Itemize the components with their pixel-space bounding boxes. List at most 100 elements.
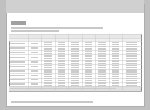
Bar xyxy=(6,0,144,13)
Bar xyxy=(85,78,92,79)
Bar xyxy=(98,44,106,45)
Bar xyxy=(98,42,106,43)
Bar xyxy=(44,74,52,75)
Bar xyxy=(98,76,106,77)
Bar xyxy=(112,85,119,86)
Bar xyxy=(126,82,137,84)
Bar xyxy=(31,66,38,67)
Bar xyxy=(44,55,52,57)
Bar xyxy=(44,78,52,79)
Bar xyxy=(98,53,106,54)
Bar xyxy=(10,52,25,53)
Bar xyxy=(44,71,52,73)
Bar xyxy=(85,63,92,64)
Bar xyxy=(126,69,137,71)
Bar xyxy=(44,44,52,45)
Bar xyxy=(126,76,137,77)
Bar xyxy=(85,82,92,84)
Bar xyxy=(112,60,119,62)
Bar xyxy=(44,85,52,86)
Bar xyxy=(58,53,65,54)
Bar xyxy=(58,78,65,79)
Bar xyxy=(85,55,92,57)
Bar xyxy=(71,50,79,52)
Bar xyxy=(126,65,137,66)
Bar xyxy=(98,80,106,82)
Bar xyxy=(126,60,137,62)
Bar xyxy=(85,71,92,73)
Bar xyxy=(10,79,25,80)
Bar xyxy=(126,48,137,50)
Bar xyxy=(98,48,106,50)
Bar xyxy=(71,85,79,86)
Bar xyxy=(31,47,38,49)
Bar xyxy=(126,55,137,57)
Bar xyxy=(85,60,92,62)
Bar xyxy=(112,76,119,77)
Bar xyxy=(126,85,137,86)
Bar xyxy=(112,53,119,54)
Bar xyxy=(31,61,38,63)
Bar xyxy=(44,63,52,64)
Bar xyxy=(98,58,106,59)
Bar xyxy=(112,44,119,45)
Bar xyxy=(9,34,141,38)
Bar xyxy=(10,43,25,44)
Bar xyxy=(58,80,65,82)
Bar xyxy=(58,74,65,75)
Bar xyxy=(11,30,58,32)
Bar xyxy=(71,76,79,77)
Bar xyxy=(126,44,137,45)
Bar xyxy=(98,85,106,86)
Bar xyxy=(85,76,92,77)
Bar xyxy=(126,74,137,75)
Bar xyxy=(58,67,65,68)
Bar xyxy=(98,74,106,75)
Bar xyxy=(71,48,79,50)
Bar xyxy=(71,55,79,57)
Bar xyxy=(71,69,79,71)
Bar xyxy=(85,53,92,54)
Bar xyxy=(10,57,25,58)
Bar xyxy=(98,65,106,66)
Bar xyxy=(112,69,119,71)
Bar xyxy=(31,83,38,85)
Bar xyxy=(112,48,119,50)
Bar xyxy=(44,48,52,50)
Bar xyxy=(44,76,52,77)
Bar xyxy=(58,46,65,47)
Bar xyxy=(71,63,79,64)
Bar xyxy=(112,78,119,79)
Bar xyxy=(71,42,79,43)
Bar xyxy=(112,71,119,73)
Bar xyxy=(112,74,119,75)
Bar xyxy=(44,60,52,62)
Bar xyxy=(44,58,52,59)
Bar xyxy=(71,74,79,75)
Bar xyxy=(44,80,52,82)
Bar xyxy=(58,85,65,86)
Bar xyxy=(98,69,106,71)
Bar xyxy=(112,46,119,47)
Bar xyxy=(98,60,106,62)
Bar xyxy=(85,58,92,59)
Bar xyxy=(10,66,25,67)
Bar xyxy=(98,50,106,52)
Bar xyxy=(31,79,38,80)
Bar xyxy=(71,58,79,59)
Bar xyxy=(98,71,106,73)
Bar xyxy=(112,55,119,57)
Bar xyxy=(44,53,52,54)
Bar xyxy=(11,88,116,90)
Bar xyxy=(126,42,137,43)
Bar xyxy=(44,67,52,68)
Bar xyxy=(112,42,119,43)
Bar xyxy=(112,63,119,64)
Bar xyxy=(9,34,141,91)
Bar xyxy=(9,86,141,91)
Bar xyxy=(31,75,38,76)
Bar xyxy=(71,53,79,54)
Bar xyxy=(11,27,103,29)
Bar xyxy=(58,50,65,52)
Bar xyxy=(31,52,38,53)
